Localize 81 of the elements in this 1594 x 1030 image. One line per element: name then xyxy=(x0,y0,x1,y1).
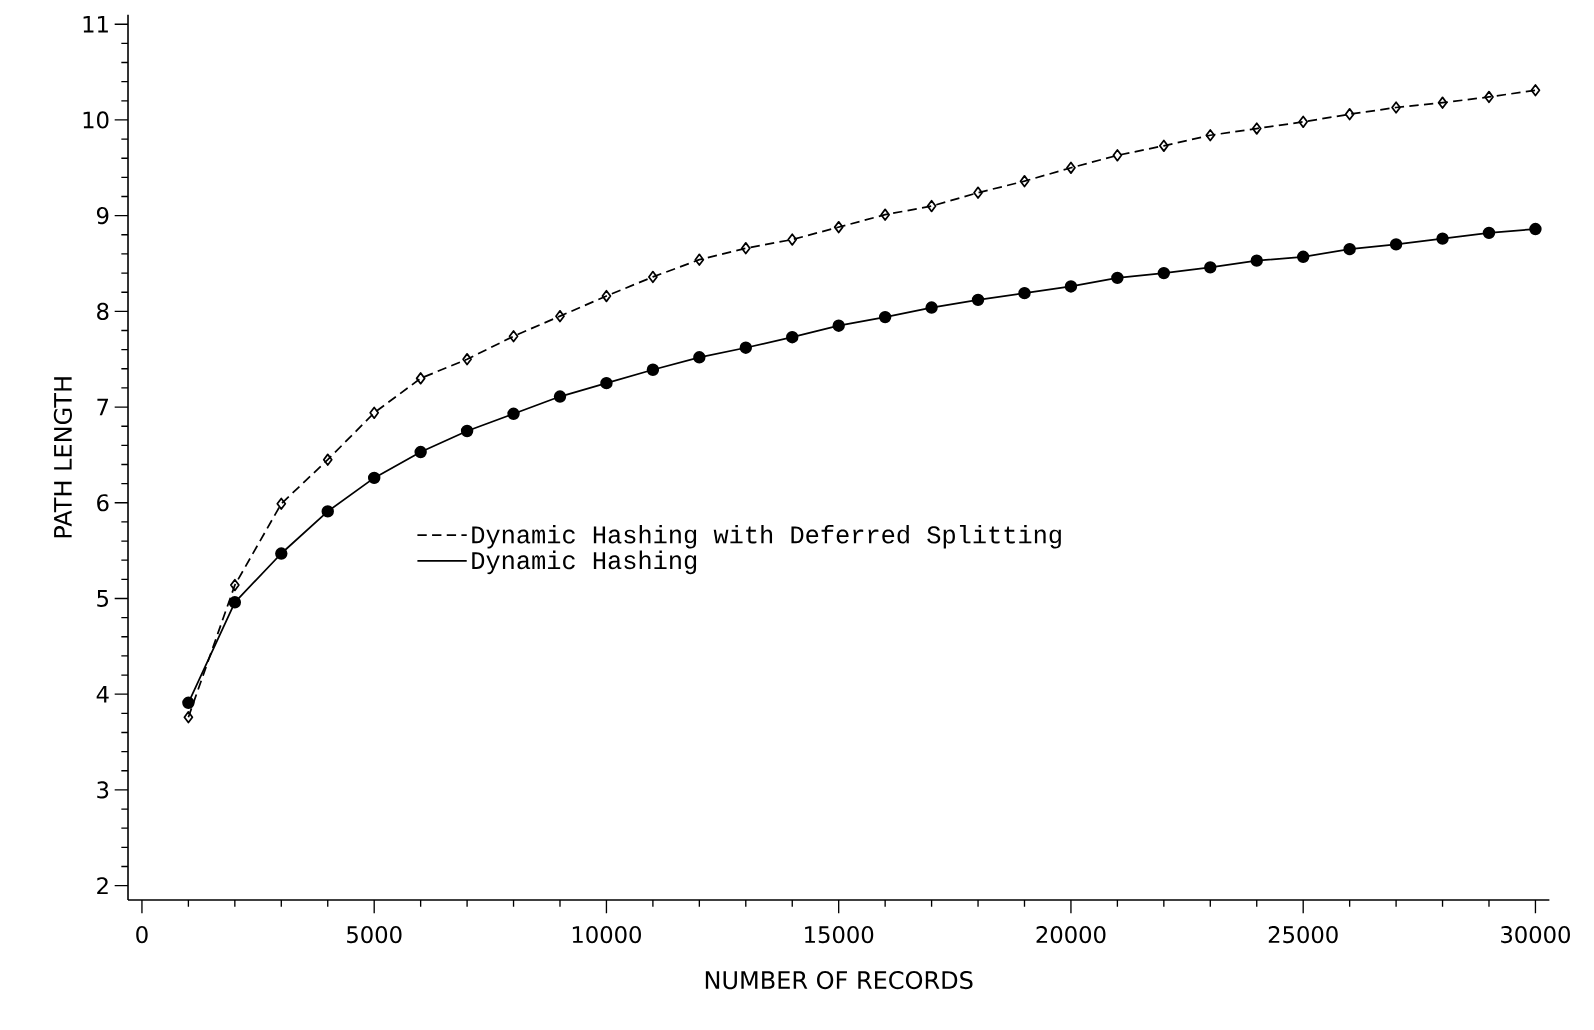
point xyxy=(1298,115,1309,129)
point xyxy=(507,407,520,420)
point xyxy=(415,372,426,385)
y-axis-title: PATH LENGTH xyxy=(53,377,72,538)
point xyxy=(646,363,660,376)
point xyxy=(1530,84,1541,97)
y-tick-label: 8 xyxy=(97,302,109,320)
point xyxy=(276,497,287,510)
point xyxy=(1482,226,1496,240)
point xyxy=(462,353,472,366)
point xyxy=(460,424,474,438)
point xyxy=(1205,129,1216,142)
point xyxy=(1391,101,1401,114)
point xyxy=(1157,266,1171,280)
point xyxy=(1018,286,1031,300)
point xyxy=(555,309,565,323)
point xyxy=(971,293,985,307)
point xyxy=(1250,254,1263,267)
point xyxy=(369,406,380,420)
point xyxy=(648,270,658,284)
point xyxy=(925,301,938,314)
point xyxy=(694,253,705,266)
point xyxy=(1111,271,1124,285)
point xyxy=(880,208,891,221)
point xyxy=(786,331,799,344)
point xyxy=(183,710,194,724)
point xyxy=(600,376,613,390)
x-tick-label: 25000 xyxy=(1268,926,1338,944)
point xyxy=(228,596,242,609)
point xyxy=(739,341,752,354)
point xyxy=(832,319,845,332)
legend-label: Dynamic Hashing with Deferred Splitting xyxy=(472,524,1061,549)
point xyxy=(926,199,937,213)
y-tick-label: 2 xyxy=(97,877,108,895)
point xyxy=(1436,232,1449,245)
y-tick-label: 9 xyxy=(96,207,109,225)
point xyxy=(693,351,706,364)
x-tick-label: 20000 xyxy=(1036,926,1106,944)
point xyxy=(275,547,288,560)
point xyxy=(367,471,381,485)
x-tick-label: 30000 xyxy=(1501,926,1570,944)
point xyxy=(508,330,519,343)
point xyxy=(878,310,892,324)
point xyxy=(1296,250,1310,264)
point xyxy=(414,445,427,459)
x-tick-label: 15000 xyxy=(805,926,874,944)
y-tick-label: 6 xyxy=(97,494,109,512)
point xyxy=(229,578,240,592)
x-tick-label: 10000 xyxy=(572,926,641,944)
point xyxy=(1251,122,1262,135)
y-tick-label: 5 xyxy=(97,590,108,607)
point xyxy=(1158,139,1169,152)
point xyxy=(601,289,612,303)
point xyxy=(1064,280,1078,293)
point xyxy=(322,453,333,466)
point xyxy=(1204,261,1217,274)
point xyxy=(1343,242,1356,256)
point xyxy=(321,505,334,518)
legend-label: Dynamic Hashing xyxy=(472,550,697,575)
y-tick-label: 7 xyxy=(97,398,109,416)
x-tick-label: 5000 xyxy=(347,926,402,944)
point xyxy=(182,696,195,710)
x-axis-title: NUMBER OF RECORDS xyxy=(705,970,973,990)
y-tick-label: 11 xyxy=(83,15,108,33)
point xyxy=(1529,222,1542,236)
point xyxy=(1484,90,1494,104)
point xyxy=(787,233,798,246)
y-tick-label: 10 xyxy=(83,111,109,129)
point xyxy=(553,390,567,403)
point xyxy=(1344,107,1355,121)
x-tick-label: 0 xyxy=(136,926,148,944)
point xyxy=(1437,96,1448,109)
point xyxy=(833,220,844,234)
point xyxy=(1066,161,1076,174)
point xyxy=(1112,149,1123,162)
point xyxy=(740,241,751,255)
y-tick-label: 4 xyxy=(96,685,109,703)
point xyxy=(1019,174,1030,188)
point xyxy=(1389,238,1403,251)
y-tick-label: 3 xyxy=(97,781,109,799)
point xyxy=(973,186,983,199)
